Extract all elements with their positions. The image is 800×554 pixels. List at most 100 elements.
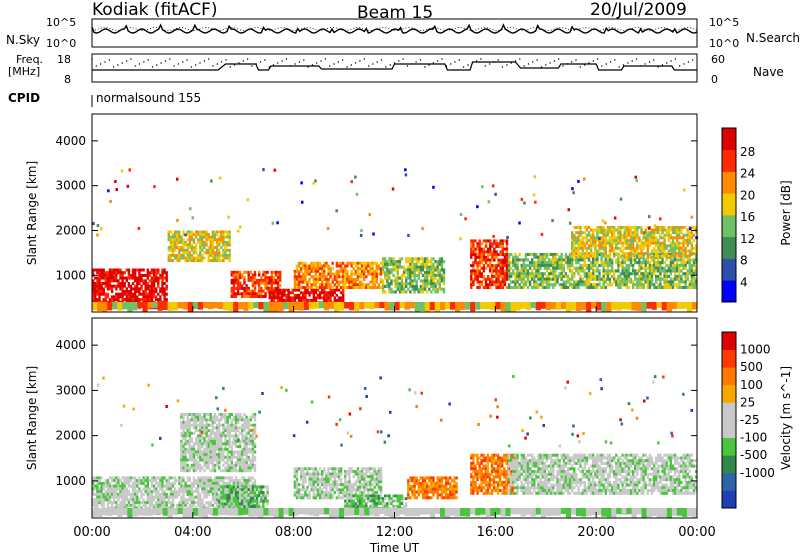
heat-cell <box>230 458 233 462</box>
heat-cell <box>157 481 160 485</box>
heat-cell <box>276 278 280 282</box>
heat-cell <box>556 274 559 278</box>
heat-cell <box>129 273 133 277</box>
heat-cell <box>308 278 311 281</box>
heat-cell <box>602 280 605 284</box>
heat-cell <box>491 280 494 284</box>
heat-cell <box>121 484 124 488</box>
heat-cell <box>434 265 437 269</box>
heat-cell <box>207 466 210 470</box>
heat-cell <box>192 490 196 494</box>
heat-cell <box>192 458 196 462</box>
heat-cell <box>621 258 624 262</box>
heat-cell <box>297 296 301 300</box>
heat-cell <box>516 269 519 273</box>
heat-cell <box>367 272 370 276</box>
heat-cell <box>125 287 128 291</box>
heat-cell <box>415 279 418 283</box>
heat-cell <box>335 283 339 287</box>
heat-cell <box>430 268 433 272</box>
heat-cell <box>501 269 504 273</box>
heat-cell <box>484 286 488 289</box>
heat-cell <box>304 272 307 276</box>
heat-cell <box>510 272 513 276</box>
heat-cell <box>228 481 231 485</box>
heat-cell <box>188 447 191 451</box>
heat-cell <box>197 415 200 419</box>
heat-cell <box>470 280 473 284</box>
heat-cell <box>621 280 624 284</box>
heat-cell <box>209 238 212 242</box>
heat-cell <box>680 246 683 250</box>
ground-scatter-cell <box>329 302 335 309</box>
heat-cell <box>646 252 649 255</box>
heat-cell <box>531 263 534 267</box>
heat-cell <box>646 231 649 235</box>
heat-cell <box>560 269 563 273</box>
heat-cell <box>648 236 652 240</box>
heat-cell <box>375 264 378 268</box>
heat-cell <box>648 261 652 265</box>
heat-cell <box>197 429 200 433</box>
heat-cell <box>571 233 574 237</box>
heat-cell <box>182 484 185 488</box>
heat-cell <box>579 266 582 270</box>
heat-cell <box>213 421 217 424</box>
heat-cell <box>266 284 269 288</box>
heat-cell <box>594 254 597 258</box>
heat-cell <box>207 501 210 505</box>
heat-cell <box>119 503 122 507</box>
heat-cell <box>472 264 475 268</box>
heat-cell <box>495 272 498 276</box>
heat-cell <box>499 244 502 248</box>
heat-cell <box>640 249 643 253</box>
heat-cell <box>188 418 191 422</box>
heat-cell <box>629 241 633 245</box>
heat-cell <box>173 235 177 239</box>
heat-cell <box>524 274 528 278</box>
heat-cell <box>657 263 660 267</box>
heat-cell <box>314 261 318 265</box>
heat-cell <box>173 230 177 234</box>
heat-cell <box>215 254 219 257</box>
heat-cell <box>539 255 542 259</box>
heat-cell <box>125 268 128 272</box>
heat-cell <box>501 264 504 268</box>
heat-cell <box>184 434 187 438</box>
heat-cell <box>144 487 147 491</box>
heat-cell <box>325 293 328 297</box>
heat-cell <box>169 492 173 496</box>
heat-cell <box>207 259 210 263</box>
heat-cell <box>505 255 509 259</box>
heat-cell <box>249 289 252 293</box>
heat-cell <box>650 283 654 287</box>
heat-cell <box>134 476 137 480</box>
heat-cell <box>245 490 248 494</box>
heat-cell <box>230 418 233 422</box>
heat-cell <box>625 236 628 240</box>
heat-cell <box>688 239 691 242</box>
heat-cell <box>188 243 191 247</box>
heat-cell <box>186 487 189 491</box>
heat-cell <box>577 285 580 289</box>
heat-cell <box>428 273 431 277</box>
heat-cell <box>110 273 114 277</box>
heat-cell <box>157 476 160 480</box>
heat-cell <box>537 283 540 287</box>
heat-cell <box>564 274 568 278</box>
heat-cell <box>657 261 660 265</box>
heat-cell <box>215 495 219 499</box>
heat-cell <box>121 273 124 277</box>
heat-cell <box>533 272 536 276</box>
heat-cell <box>274 281 278 285</box>
heat-cell <box>222 254 225 257</box>
heat-cell <box>239 286 242 290</box>
heat-cell <box>619 272 622 276</box>
heat-cell <box>249 295 252 298</box>
heat-cell <box>230 270 233 274</box>
heat-cell <box>342 267 345 271</box>
heat-cell <box>188 476 191 480</box>
heat-cell <box>560 263 563 267</box>
heat-cell <box>539 280 542 284</box>
heat-cell <box>197 463 200 467</box>
